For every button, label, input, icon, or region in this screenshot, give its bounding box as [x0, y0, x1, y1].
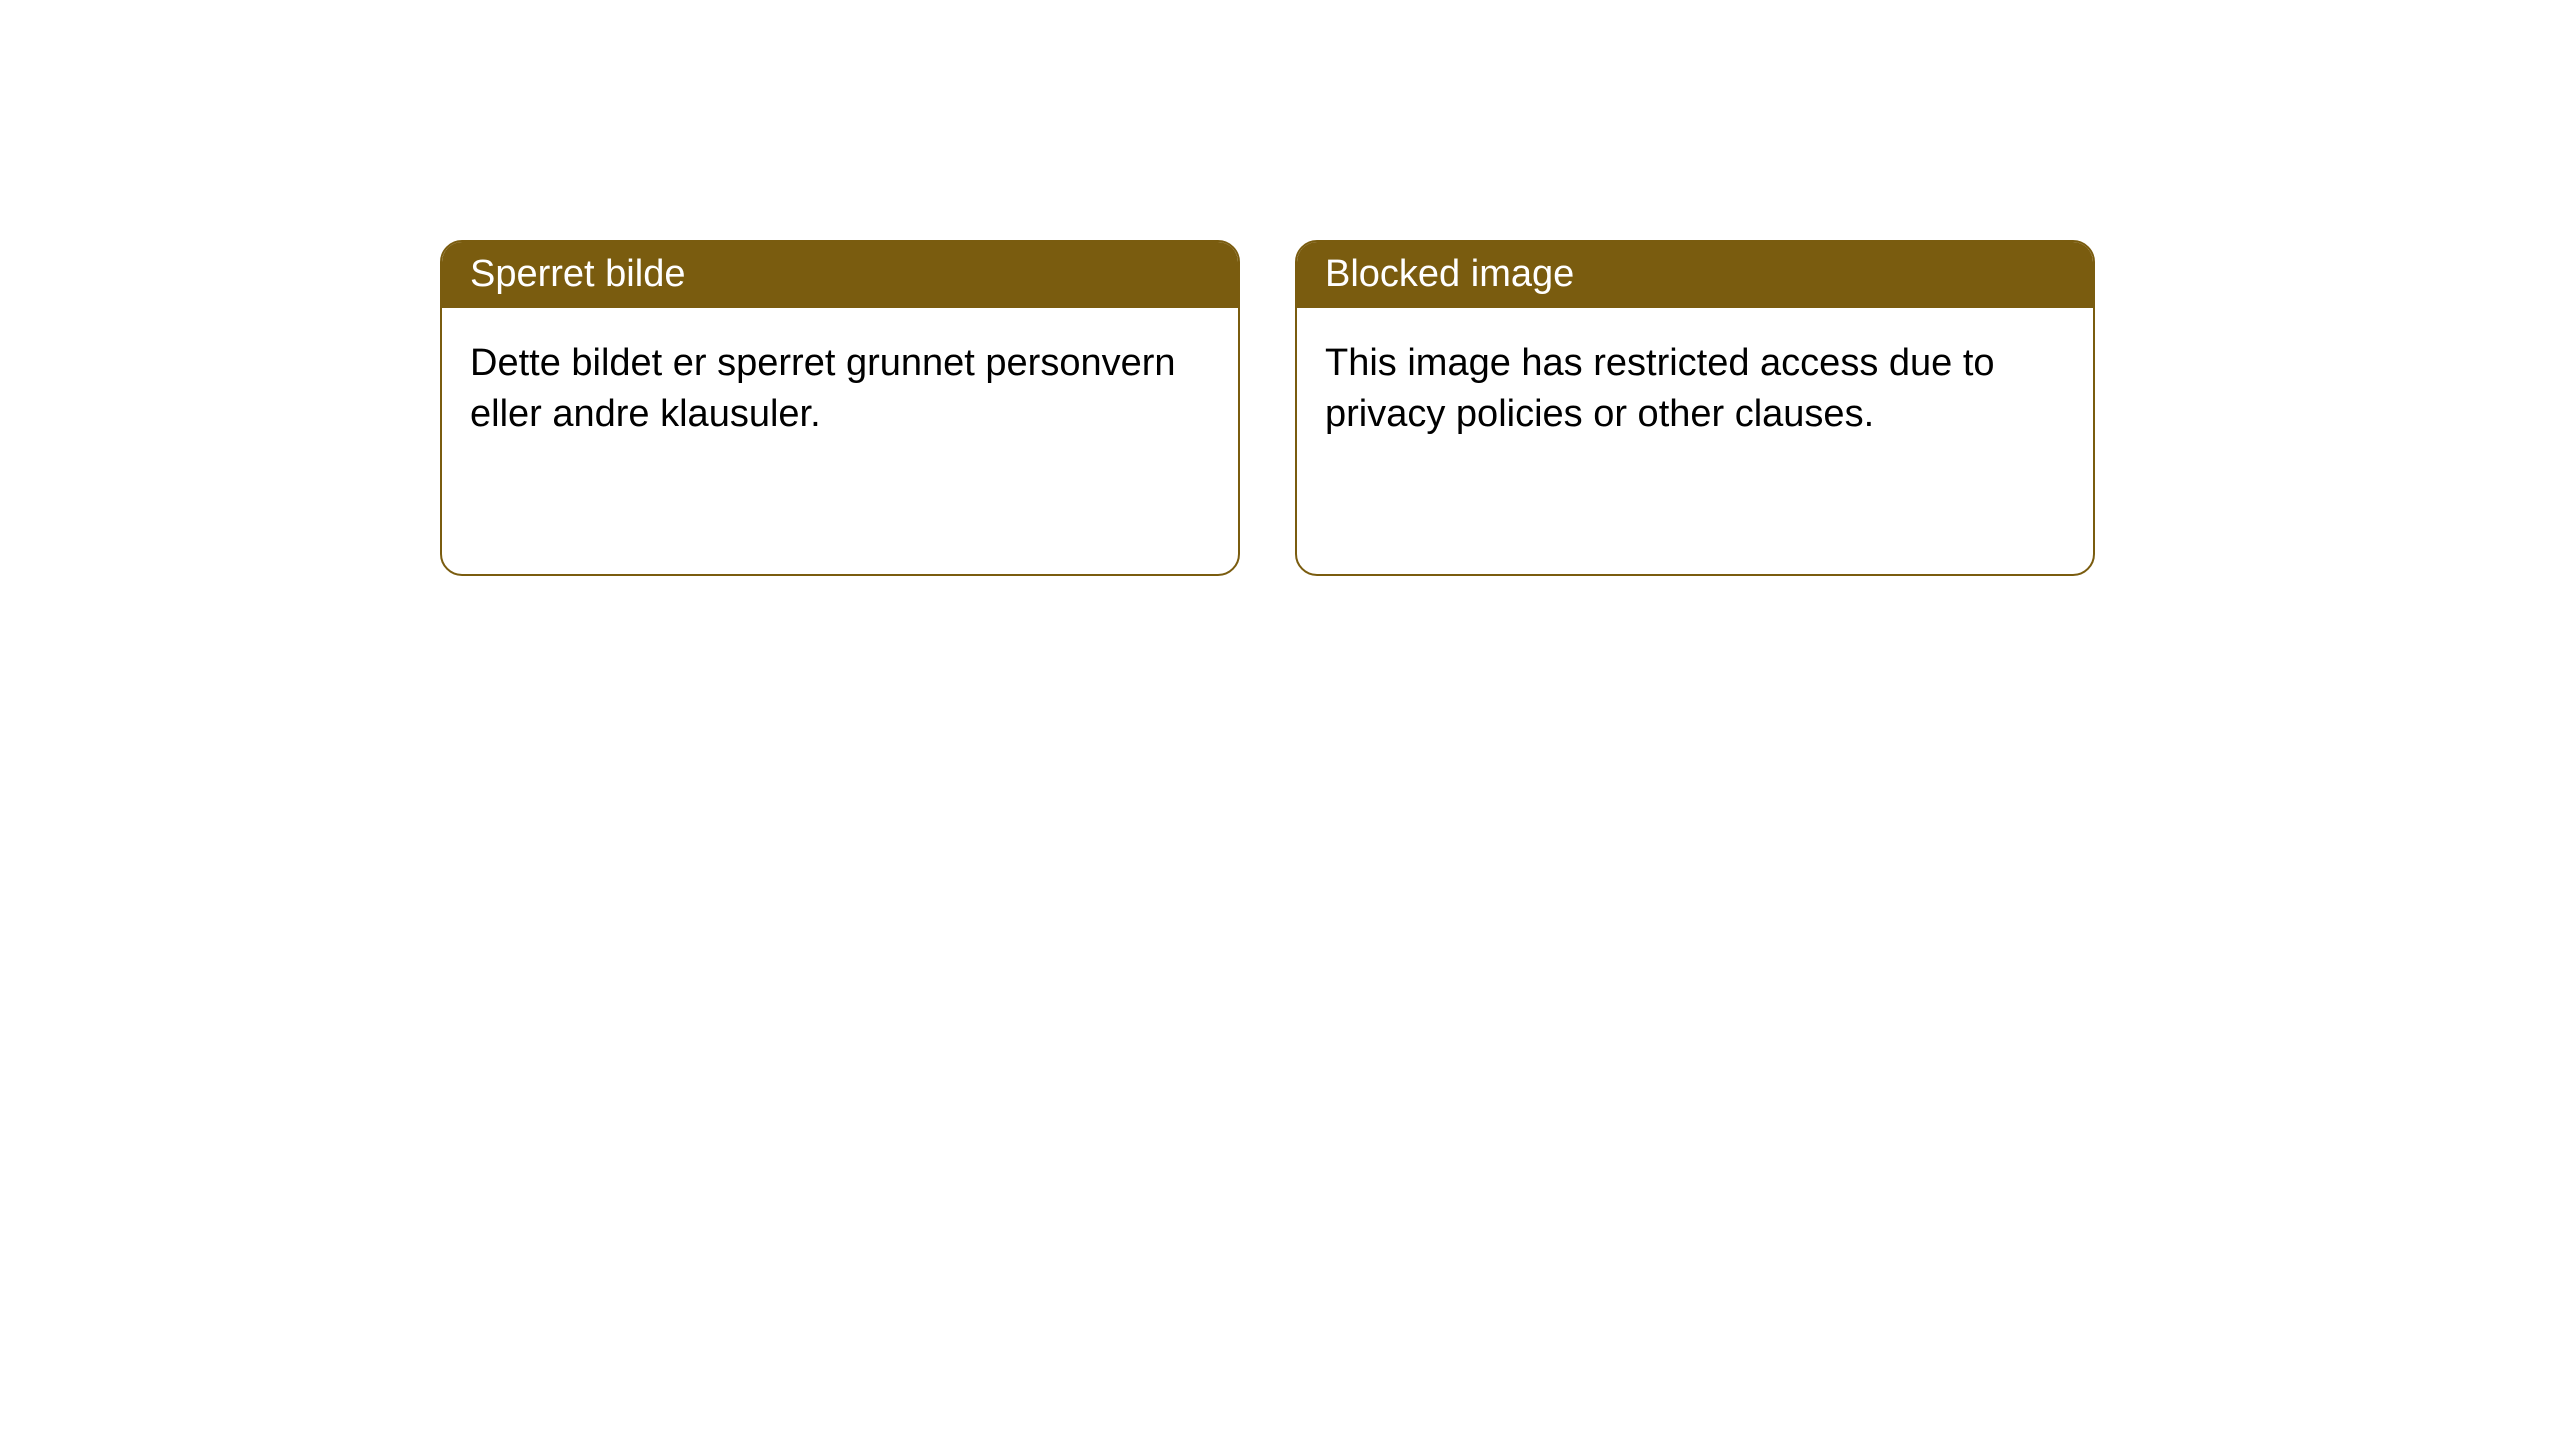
notice-card-en: Blocked image This image has restricted …: [1295, 240, 2095, 576]
notice-body-no: Dette bildet er sperret grunnet personve…: [442, 308, 1238, 471]
notice-body-en: This image has restricted access due to …: [1297, 308, 2093, 471]
notice-title-no: Sperret bilde: [442, 242, 1238, 308]
notice-card-no: Sperret bilde Dette bildet er sperret gr…: [440, 240, 1240, 576]
notice-container: Sperret bilde Dette bildet er sperret gr…: [0, 0, 2560, 576]
notice-title-en: Blocked image: [1297, 242, 2093, 308]
